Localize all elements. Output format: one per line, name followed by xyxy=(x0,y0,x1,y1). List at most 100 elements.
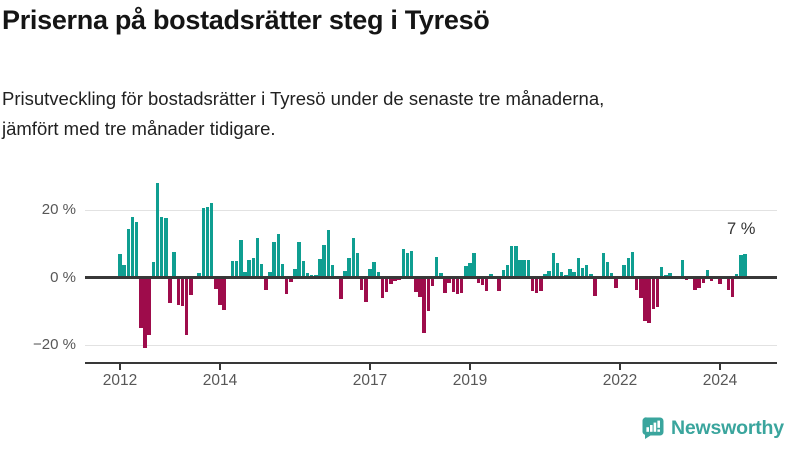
bar xyxy=(518,259,522,278)
bar xyxy=(305,272,310,278)
bar xyxy=(330,265,335,278)
page-subtitle: Prisutveckling för bostadsrätter i Tyres… xyxy=(2,84,604,144)
bar xyxy=(359,277,364,290)
bar xyxy=(718,277,722,284)
bar xyxy=(480,277,485,285)
bar xyxy=(576,257,581,278)
bar xyxy=(739,254,743,278)
bar xyxy=(251,257,256,278)
x-tick xyxy=(219,364,221,370)
bar xyxy=(555,263,560,278)
x-tick-label: 2019 xyxy=(452,372,488,389)
bar xyxy=(572,272,576,278)
bar xyxy=(693,277,697,290)
bar xyxy=(372,261,376,278)
bar xyxy=(384,277,389,293)
bar xyxy=(209,203,214,278)
bar xyxy=(255,237,260,278)
x-tick-label: 2024 xyxy=(702,372,738,389)
bar xyxy=(118,253,122,278)
bar xyxy=(222,277,226,310)
bar xyxy=(430,277,435,286)
bar xyxy=(401,249,406,278)
bar xyxy=(734,274,739,278)
bar xyxy=(459,277,464,294)
bar xyxy=(218,277,222,306)
bar xyxy=(351,238,356,278)
bar xyxy=(418,277,422,298)
bar xyxy=(439,273,443,278)
x-tick xyxy=(469,364,471,370)
x-tick xyxy=(369,364,371,370)
bar xyxy=(468,262,472,278)
bar xyxy=(339,277,343,299)
bar xyxy=(280,264,285,278)
brand-name: Newsworthy xyxy=(671,416,784,439)
zero-baseline xyxy=(85,276,777,279)
bar xyxy=(609,273,614,278)
bar xyxy=(289,277,293,283)
x-tick-label: 2022 xyxy=(602,372,638,389)
bar xyxy=(634,277,639,290)
bar xyxy=(155,183,160,278)
y-tick-label: −20 % xyxy=(33,336,76,353)
bar xyxy=(655,277,660,307)
bar xyxy=(705,269,710,278)
bar xyxy=(234,260,239,278)
x-axis-line xyxy=(85,362,777,364)
bar xyxy=(743,253,747,278)
bar xyxy=(159,216,164,278)
bar xyxy=(630,251,635,278)
x-tick-label: 2017 xyxy=(352,372,388,389)
bar xyxy=(601,252,606,278)
bar xyxy=(130,216,135,278)
bar xyxy=(501,269,506,278)
bar xyxy=(176,277,181,305)
bar xyxy=(293,269,297,278)
bar xyxy=(347,257,351,278)
bar xyxy=(584,265,589,278)
bar xyxy=(530,277,535,292)
bar xyxy=(568,269,572,278)
bar xyxy=(189,277,193,295)
bar xyxy=(505,265,510,278)
bar xyxy=(639,277,643,299)
bar xyxy=(622,265,626,278)
bar xyxy=(355,252,360,278)
bar xyxy=(443,277,447,294)
bar xyxy=(605,261,610,278)
bar xyxy=(651,277,656,310)
bar xyxy=(539,277,543,292)
bar xyxy=(484,277,489,292)
bar xyxy=(659,267,664,278)
bar xyxy=(730,277,735,298)
bar xyxy=(447,277,451,283)
y-tick-label: 0 % xyxy=(50,268,76,286)
bar xyxy=(593,277,597,297)
x-tick-label: 2012 xyxy=(102,372,138,389)
bar xyxy=(589,274,593,278)
bar xyxy=(180,277,185,306)
bar xyxy=(614,277,618,289)
bar xyxy=(243,272,247,278)
bar xyxy=(409,250,414,278)
bar xyxy=(122,265,126,278)
bar xyxy=(643,277,647,322)
bar xyxy=(509,245,514,278)
bar xyxy=(368,269,372,278)
bar xyxy=(259,264,264,278)
bar xyxy=(172,251,176,278)
bar xyxy=(551,253,556,278)
bar xyxy=(184,277,189,335)
subtitle-line-2: jämfört med tre månader tidigare. xyxy=(2,118,276,139)
bar xyxy=(726,277,731,290)
bar xyxy=(547,271,551,278)
newsworthy-logo: Newsworthy xyxy=(641,416,784,440)
bar xyxy=(647,277,651,324)
bar xyxy=(343,271,347,278)
bar xyxy=(455,277,460,295)
bar xyxy=(680,259,685,278)
bar xyxy=(197,272,201,278)
bar xyxy=(580,268,585,278)
bar xyxy=(497,277,501,291)
